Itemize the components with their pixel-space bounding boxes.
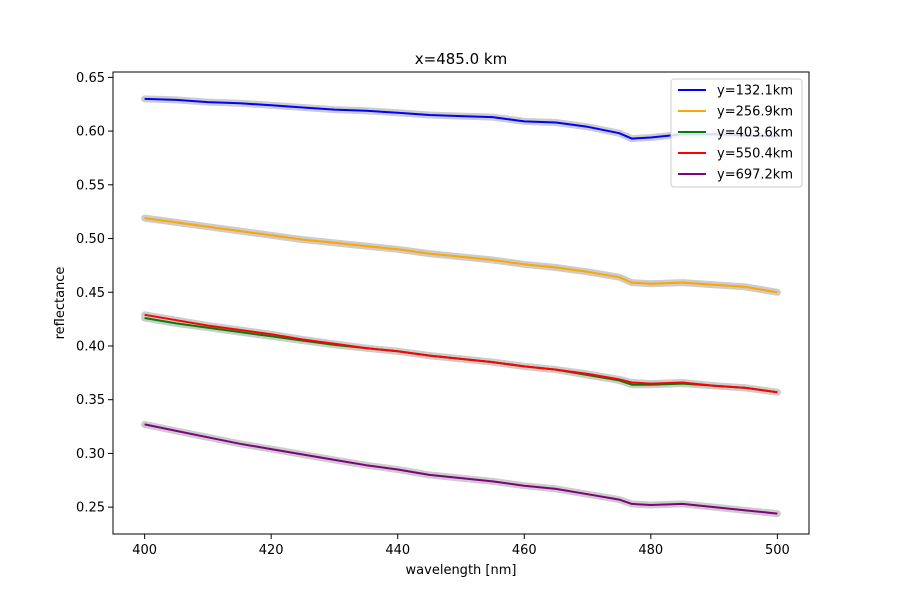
legend-label: y=550.4km xyxy=(717,147,793,162)
legend-box xyxy=(670,78,803,188)
series-line-4 xyxy=(144,313,778,394)
y-tick-label: 0.55 xyxy=(76,178,105,193)
y-tick-label: 0.65 xyxy=(76,71,105,86)
x-axis-ticks: 400 420 440 460 480 500 xyxy=(132,534,790,558)
y-tick-label: 0.35 xyxy=(76,393,105,408)
x-tick-label: 440 xyxy=(385,543,410,558)
y-tick-label: 0.40 xyxy=(76,339,105,354)
legend-label: y=256.9km xyxy=(717,105,793,120)
legend: y=132.1km y=256.9km y=403.6km y=550.4km y=69… xyxy=(670,78,803,188)
x-tick-label: 420 xyxy=(259,543,284,558)
plot-frame xyxy=(112,71,810,535)
legend-label: y=697.2km xyxy=(717,168,793,183)
legend-label: y=403.6km xyxy=(717,126,793,141)
uncertainty-band xyxy=(141,214,781,296)
x-axis-label: wavelength [nm] xyxy=(406,563,517,578)
uncertainty-band xyxy=(141,311,781,396)
x-tick-label: 480 xyxy=(638,543,663,558)
chart-title: x=485.0 km xyxy=(415,50,507,68)
series-line-1 xyxy=(144,97,778,140)
y-tick-label: 0.60 xyxy=(76,125,105,140)
y-axis-ticks: 0.25 0.30 0.35 0.40 0.45 0.50 0.55 0.60 0.65 xyxy=(76,71,113,516)
y-tick-label: 0.45 xyxy=(76,286,105,301)
y-axis-label: reflectance xyxy=(53,267,68,340)
series-lines xyxy=(144,97,778,515)
series-line-2 xyxy=(144,217,778,294)
legend-label: y=132.1km xyxy=(717,84,793,99)
y-tick-label: 0.25 xyxy=(76,501,105,516)
uncertainty-band xyxy=(141,420,781,518)
x-tick-label: 500 xyxy=(765,543,790,558)
x-tick-label: 400 xyxy=(132,543,157,558)
series-line-5 xyxy=(144,423,778,515)
y-tick-label: 0.30 xyxy=(76,447,105,462)
y-tick-label: 0.50 xyxy=(76,232,105,247)
x-tick-label: 460 xyxy=(512,543,537,558)
